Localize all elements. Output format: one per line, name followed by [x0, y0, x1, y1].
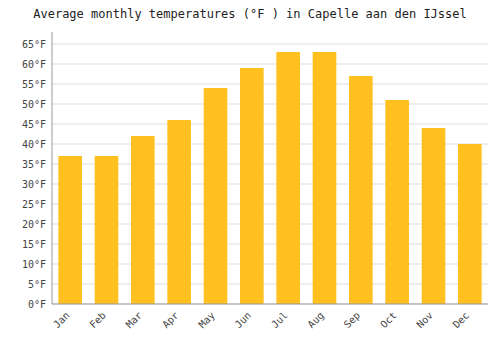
- bar: [131, 136, 155, 304]
- y-tick-label: 30°F: [22, 179, 46, 190]
- bar: [276, 52, 300, 304]
- x-tick-label: Dec: [451, 310, 472, 331]
- y-tick-label: 20°F: [22, 219, 46, 230]
- x-tick-label: Mar: [124, 310, 145, 331]
- x-axis-line: [52, 304, 488, 305]
- bar: [313, 52, 337, 304]
- y-tick-label: 5°F: [28, 279, 46, 290]
- bar: [58, 156, 82, 304]
- bar: [167, 120, 191, 304]
- grid-line: [52, 104, 488, 105]
- bar: [385, 100, 409, 304]
- y-tick-label: 35°F: [22, 159, 46, 170]
- bars: [58, 52, 481, 304]
- bar: [95, 156, 119, 304]
- y-tick-label: 50°F: [22, 99, 46, 110]
- grid-line: [52, 64, 488, 65]
- grid-line: [52, 304, 488, 305]
- x-tick-label: Apr: [160, 310, 181, 331]
- y-tick-label: 0°F: [28, 299, 46, 310]
- x-tick-label: Jul: [269, 310, 290, 331]
- y-grid: [52, 44, 488, 304]
- grid-line: [52, 124, 488, 125]
- bar: [240, 68, 264, 304]
- bar: [422, 128, 446, 304]
- x-tick-label: Aug: [305, 310, 326, 331]
- x-axis-labels: Jan Feb Mar Apr May Jun Jul Aug Sep Oct Nov Dec: [51, 310, 471, 331]
- y-tick-label: 65°F: [22, 39, 46, 50]
- x-tick-label: Nov: [414, 310, 435, 331]
- x-tick-label: May: [196, 310, 217, 331]
- y-tick-label: 55°F: [22, 79, 46, 90]
- y-tick-label: 45°F: [22, 119, 46, 130]
- chart-container: Average monthly temperatures (°F ) in Ca…: [0, 0, 500, 350]
- bar: [458, 144, 482, 304]
- y-tick-label: 40°F: [22, 139, 46, 150]
- x-tick-label: Jun: [233, 310, 254, 331]
- x-tick-label: Oct: [378, 310, 399, 331]
- y-tick-label: 25°F: [22, 199, 46, 210]
- bar: [204, 88, 228, 304]
- y-tick-label: 60°F: [22, 59, 46, 70]
- x-tick-label: Sep: [342, 310, 363, 331]
- bar: [349, 76, 373, 304]
- y-axis-line: [52, 32, 53, 304]
- y-tick-label: 10°F: [22, 259, 46, 270]
- x-tick-label: Feb: [87, 310, 108, 331]
- chart-svg: Average monthly temperatures (°F ) in Ca…: [0, 0, 500, 350]
- grid-line: [52, 84, 488, 85]
- y-axis-labels: 0°F 5°F 10°F 15°F 20°F 25°F 30°F 35°F 40°F 45°F 50…: [22, 39, 46, 310]
- y-tick-label: 15°F: [22, 239, 46, 250]
- grid-line: [52, 44, 488, 45]
- title: Average monthly temperatures (°F ) in Ca…: [33, 7, 466, 21]
- x-tick-label: Jan: [51, 310, 72, 331]
